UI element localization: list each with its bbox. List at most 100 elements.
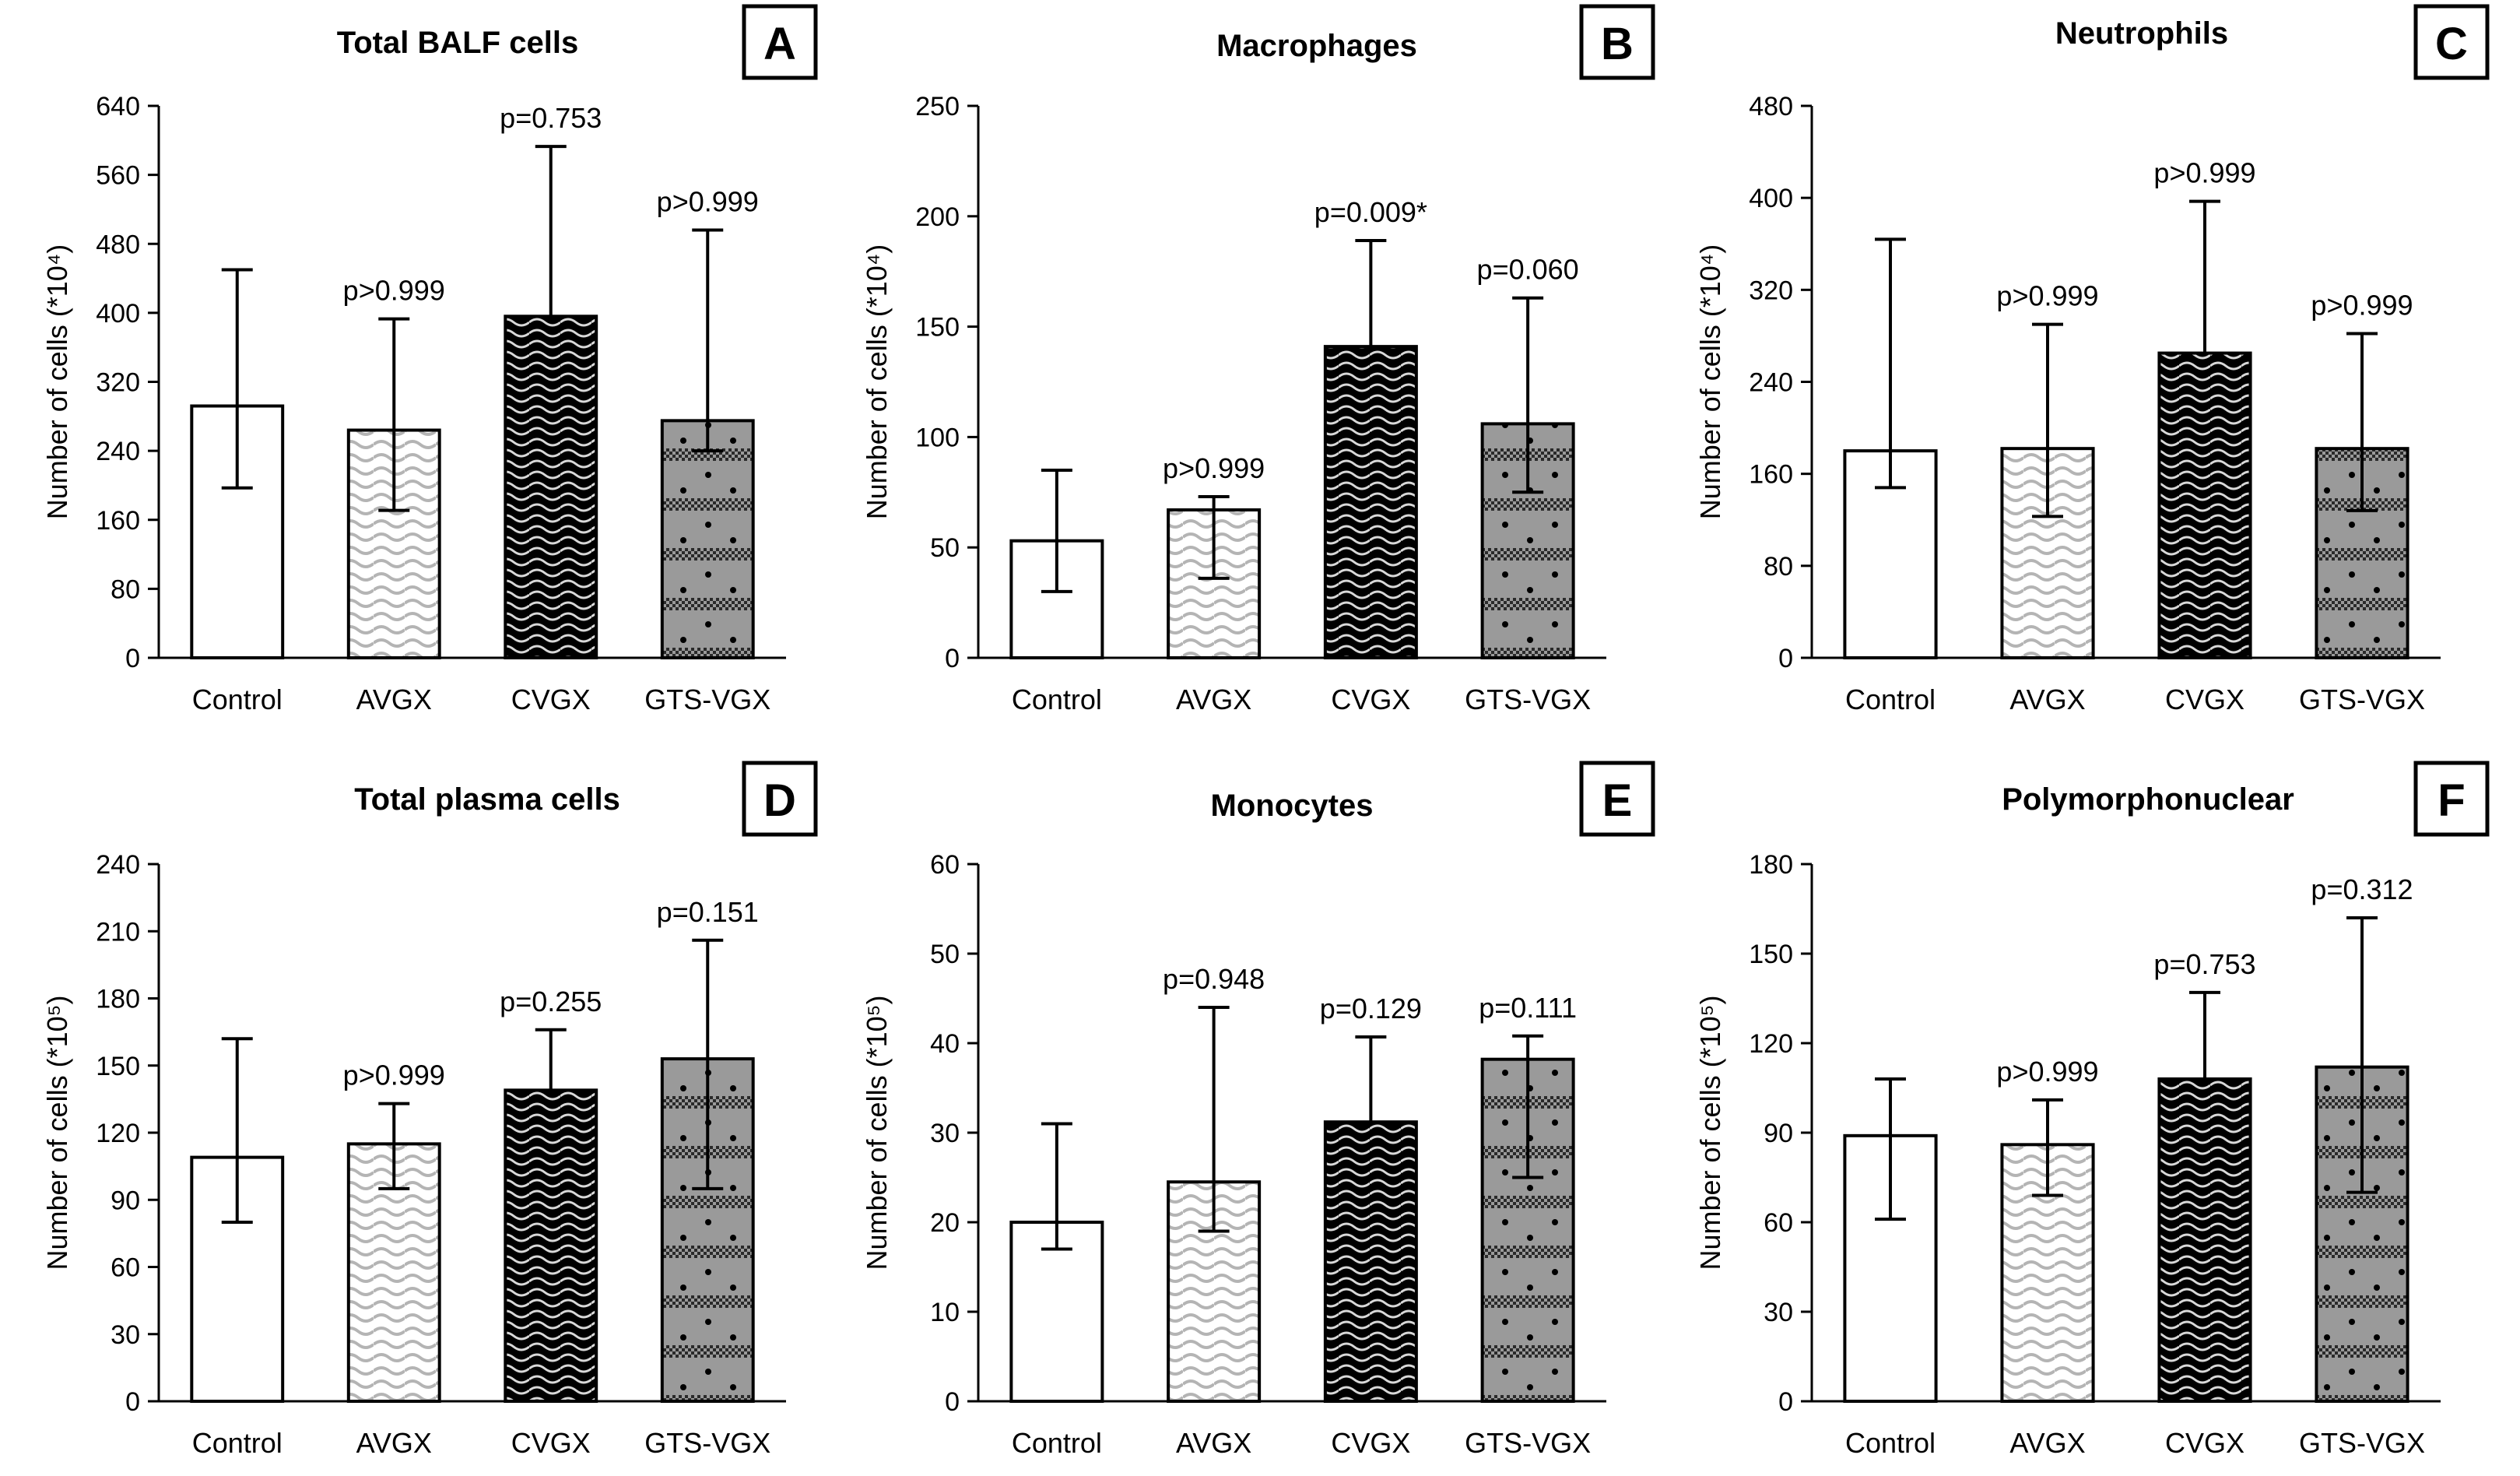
y-tick-label: 60: [930, 850, 960, 880]
x-category-label: AVGX: [2009, 1427, 2085, 1459]
y-tick-label: 180: [1749, 850, 1793, 880]
y-tick-label: 10: [930, 1298, 960, 1327]
y-tick-label: 50: [930, 533, 960, 563]
p-value-label: p>0.999: [1996, 1056, 2098, 1088]
x-category-label: GTS-VGX: [1465, 1427, 1591, 1459]
panel-letter: A: [763, 19, 796, 69]
y-tick-label: 0: [125, 644, 140, 673]
y-tick-label: 240: [96, 437, 140, 466]
y-tick-label: 0: [125, 1387, 140, 1417]
panel-letter: C: [2435, 19, 2468, 69]
y-tick-label: 0: [945, 1387, 960, 1417]
chart-title: Macrophages: [1216, 29, 1417, 63]
x-category-label: Control: [192, 1427, 283, 1459]
p-value-label: p>0.999: [1996, 280, 2098, 312]
panel-letter: F: [2438, 775, 2465, 826]
x-category-label: AVGX: [2009, 684, 2085, 715]
x-category-label: Control: [1012, 1427, 1102, 1459]
p-value-label: p=0.129: [1320, 993, 1422, 1024]
panel-letter: D: [763, 775, 796, 826]
x-category-label: GTS-VGX: [644, 684, 770, 715]
y-tick-label: 20: [930, 1208, 960, 1238]
x-category-label: CVGX: [2165, 1427, 2244, 1459]
p-value-label: p=0.111: [1479, 992, 1577, 1024]
bar-gts-vgx: [660, 419, 755, 659]
p-value-label: p=0.312: [2311, 873, 2413, 905]
p-value-label: p>0.999: [343, 1060, 445, 1091]
y-tick-label: 150: [1749, 940, 1793, 969]
chart-title: Total plasma cells: [354, 782, 620, 817]
x-category-label: GTS-VGX: [2299, 1427, 2425, 1459]
p-value-label: p>0.999: [2153, 157, 2255, 189]
bar-cvgx: [2157, 1077, 2252, 1403]
p-value-label: p=0.009*: [1314, 196, 1427, 228]
y-axis-label: Number of cells (*10⁴): [41, 244, 73, 520]
y-axis-label: Number of cells (*10⁵): [41, 995, 73, 1270]
y-tick-label: 400: [96, 299, 140, 329]
y-tick-label: 80: [1764, 552, 1793, 582]
y-tick-label: 40: [930, 1029, 960, 1059]
panel-d: Total plasma cells D Number of cells (*10⁵…: [41, 761, 818, 1459]
y-tick-label: 120: [96, 1119, 140, 1148]
y-tick-label: 320: [96, 368, 140, 398]
y-tick-label: 480: [96, 230, 140, 259]
x-category-label: AVGX: [356, 684, 432, 715]
bar-cvgx: [504, 1088, 598, 1403]
p-value-label: p>0.999: [343, 275, 445, 307]
p-value-label: p=0.151: [657, 896, 759, 928]
x-category-label: AVGX: [1176, 1427, 1251, 1459]
y-tick-label: 560: [96, 161, 140, 191]
p-value-label: p>0.999: [1163, 452, 1265, 484]
bar-cvgx: [504, 315, 598, 659]
bar-cvgx: [1323, 1120, 1418, 1403]
y-tick-label: 50: [930, 940, 960, 969]
y-tick-label: 80: [111, 575, 140, 604]
y-tick-label: 60: [1764, 1208, 1793, 1238]
chart-title: Total BALF cells: [337, 26, 578, 60]
panel-a: Total BALF cells A Number of cells (*10⁴) 0…: [41, 4, 818, 715]
y-tick-label: 250: [915, 92, 960, 121]
p-value-label: p>0.999: [2311, 289, 2413, 321]
x-category-label: CVGX: [1331, 1427, 1410, 1459]
panel-letter-box: [1579, 761, 1655, 837]
y-tick-label: 240: [96, 850, 140, 880]
y-tick-label: 30: [111, 1320, 140, 1350]
x-category-label: AVGX: [356, 1427, 432, 1459]
y-tick-label: 60: [111, 1253, 140, 1283]
y-tick-label: 90: [111, 1186, 140, 1215]
chart-title: Neutrophils: [2055, 16, 2228, 51]
x-category-label: CVGX: [511, 684, 591, 715]
bar-cvgx: [2157, 351, 2252, 659]
x-category-label: AVGX: [1176, 684, 1251, 715]
p-value-label: p=0.753: [2153, 948, 2255, 980]
y-tick-label: 90: [1764, 1119, 1793, 1148]
x-category-label: Control: [192, 684, 283, 715]
panel-letter: B: [1601, 19, 1634, 69]
p-value-label: p=0.255: [500, 986, 602, 1017]
y-tick-label: 240: [1749, 368, 1793, 398]
y-tick-label: 640: [96, 92, 140, 121]
y-tick-label: 0: [1778, 644, 1793, 673]
panel-letter-box: [1579, 4, 1655, 80]
p-value-label: p>0.999: [657, 186, 759, 218]
panel-letter: E: [1602, 775, 1633, 826]
bar-cvgx: [1323, 345, 1418, 659]
x-category-label: Control: [1845, 684, 1936, 715]
y-tick-label: 30: [1764, 1298, 1793, 1327]
panel-b: Macrophages B Number of cells (*10⁴) 0 50 100…: [861, 4, 1655, 715]
p-value-label: p=0.948: [1163, 963, 1265, 995]
panel-f: Polymorphonuclear F Number of cells (*10⁵)…: [1694, 761, 2490, 1459]
p-value-label: p=0.060: [1477, 254, 1579, 286]
x-category-label: CVGX: [1331, 684, 1410, 715]
y-tick-label: 0: [1778, 1387, 1793, 1417]
y-axis-label: Number of cells (*10⁵): [1694, 995, 1726, 1270]
panel-letter-box: [2413, 761, 2490, 837]
bar-avgx: [346, 428, 441, 659]
chart-title: Monocytes: [1211, 789, 1374, 823]
y-tick-label: 120: [1749, 1029, 1793, 1059]
panel-letter-box: [742, 761, 818, 837]
x-category-label: GTS-VGX: [644, 1427, 770, 1459]
y-tick-label: 320: [1749, 276, 1793, 305]
y-tick-label: 480: [1749, 92, 1793, 121]
x-category-label: Control: [1845, 1427, 1936, 1459]
